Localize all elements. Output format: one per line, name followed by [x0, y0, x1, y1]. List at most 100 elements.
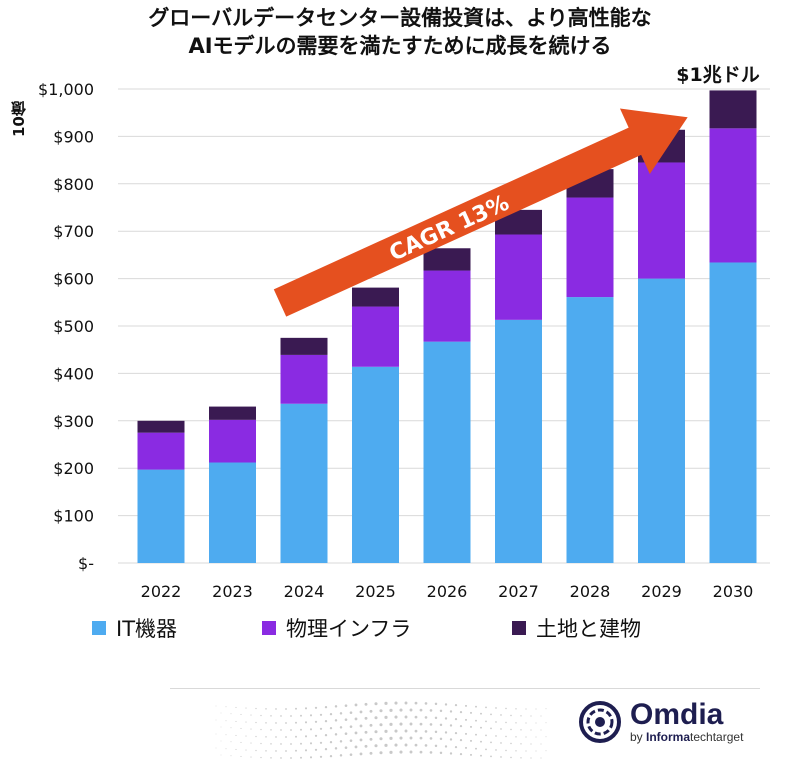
- decor-dot: [394, 743, 398, 747]
- decor-dot: [525, 708, 527, 710]
- decor-dot: [250, 742, 252, 744]
- bar-segment-it: [638, 278, 685, 563]
- decor-dot: [515, 750, 517, 752]
- decor-dot: [344, 746, 348, 749]
- bar-segment-phys: [638, 162, 685, 279]
- legend-item-phys: 物理インフラ: [262, 613, 411, 643]
- decor-dot: [434, 730, 438, 734]
- decor-dot: [384, 743, 388, 747]
- decor-dot: [389, 722, 393, 726]
- decor-dot: [424, 744, 428, 747]
- decor-dot: [510, 756, 512, 759]
- decor-dot: [324, 705, 328, 709]
- decor-dot: [250, 728, 252, 730]
- decor-dot: [364, 730, 368, 734]
- decor-dot: [319, 713, 323, 716]
- x-tick-label: 2029: [641, 582, 682, 601]
- decor-dot: [530, 757, 532, 759]
- decor-dot: [369, 751, 373, 755]
- decor-dot: [419, 736, 423, 740]
- y-tick-label: $500: [53, 317, 94, 336]
- decor-dot: [510, 742, 512, 745]
- decor-dot: [495, 721, 497, 723]
- decor-dot: [334, 733, 338, 736]
- decor-dot: [464, 746, 468, 749]
- decor-dot: [354, 703, 358, 707]
- decor-dot: [280, 757, 282, 759]
- decor-dot: [220, 740, 222, 742]
- decor-dot: [439, 723, 443, 727]
- decor-dot: [354, 731, 358, 735]
- bar-segment-phys: [352, 306, 399, 367]
- decor-dot: [515, 736, 517, 738]
- decor-dot: [444, 745, 448, 748]
- decor-dot: [314, 720, 318, 723]
- decor-dot: [270, 757, 272, 759]
- decor-dot: [515, 722, 517, 724]
- decor-dot: [319, 755, 323, 758]
- decor-dot: [304, 735, 308, 738]
- decor-dot: [339, 712, 343, 715]
- decor-dot: [444, 717, 448, 720]
- y-tick-label: $700: [53, 222, 94, 241]
- decor-dot: [434, 702, 438, 706]
- decor-dot: [419, 722, 423, 726]
- decor-dot: [414, 743, 418, 747]
- bar-segment-land: [280, 337, 328, 355]
- decor-dot: [449, 710, 453, 713]
- decor-dot: [475, 747, 477, 750]
- decor-dot: [285, 736, 287, 738]
- decor-dot: [389, 708, 393, 712]
- decor-dot: [275, 750, 277, 752]
- decor-dot: [429, 751, 433, 754]
- decor-dot: [429, 723, 433, 726]
- decor-dot: [245, 735, 247, 737]
- decor-dot: [419, 708, 423, 712]
- decor-dot: [369, 723, 373, 727]
- x-tick-label: 2030: [713, 582, 754, 601]
- decor-dot: [324, 747, 328, 751]
- decor-dot: [480, 726, 482, 729]
- decor-dot: [260, 714, 262, 717]
- decor-dot: [225, 748, 227, 750]
- decor-dot: [250, 714, 252, 716]
- decor-dot: [344, 732, 348, 735]
- decor-dot: [414, 729, 418, 733]
- legend-item-land: 土地と建物: [512, 613, 641, 643]
- decor-dot: [490, 727, 492, 730]
- decor-dot: [530, 743, 532, 745]
- decor-dot: [344, 718, 348, 721]
- decor-dot: [374, 744, 378, 748]
- logo-techtarget: techtarget: [690, 730, 744, 744]
- decor-dot: [449, 752, 453, 755]
- decor-dot: [349, 753, 353, 756]
- decor-dot: [475, 705, 477, 708]
- decor-dot: [285, 750, 287, 752]
- omdia-logo: Omdia by Informatechtarget: [578, 700, 743, 744]
- y-tick-label: $200: [53, 459, 94, 478]
- decor-dot: [535, 708, 537, 710]
- decor-dot: [329, 726, 333, 730]
- decor-dot: [429, 737, 433, 740]
- decor-dot: [464, 704, 468, 707]
- bar-segment-land: [209, 406, 256, 420]
- decor-dot: [235, 734, 237, 736]
- decor-dot: [414, 701, 418, 705]
- cagr-arrow: CAGR 13%: [273, 108, 688, 317]
- decor-dot: [475, 719, 477, 722]
- decor-dot: [419, 750, 423, 754]
- decor-dot: [314, 706, 318, 709]
- decor-dot: [329, 740, 333, 744]
- bar-segment-it: [423, 341, 471, 563]
- logo-name: Omdia: [630, 698, 724, 731]
- legend-swatch-phys: [262, 621, 276, 635]
- decor-dot: [319, 741, 323, 744]
- decor-dot: [230, 741, 232, 743]
- decor-dot: [394, 701, 398, 705]
- decor-dot: [485, 734, 487, 737]
- x-axis-ticks: 2022 2023 2024 2025 2026 2027 2028 2029 2030: [141, 582, 754, 601]
- title-line-2: AIモデルの需要を満たすために成長を続ける: [188, 34, 612, 58]
- decor-dot: [300, 756, 302, 759]
- decor-dot: [490, 741, 492, 744]
- decor-dot: [240, 741, 242, 743]
